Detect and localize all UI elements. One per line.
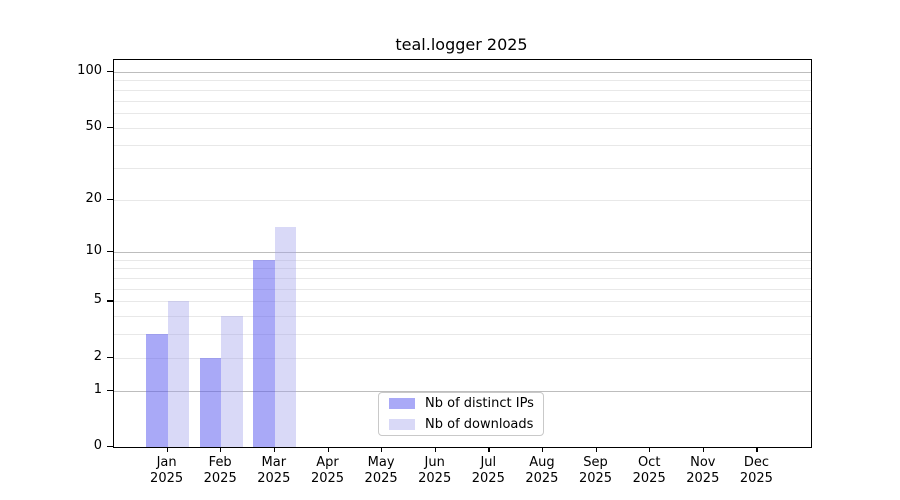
y-gridline-minor (114, 112, 811, 114)
y-tick-label: 100 (77, 63, 102, 78)
x-tick-label: Nov 2025 (686, 455, 720, 486)
y-gridline-minor (114, 80, 811, 82)
x-tick-mark (381, 447, 383, 452)
plot-area (113, 59, 812, 448)
x-tick-label: Mar 2025 (257, 455, 291, 486)
legend-label-downloads: Nb of downloads (425, 417, 534, 432)
y-tick-label: 10 (85, 243, 102, 259)
x-tick-mark (220, 447, 222, 452)
x-tick-label: Dec 2025 (739, 455, 773, 486)
y-tick-mark (107, 251, 113, 253)
x-tick-label: Jun 2025 (418, 455, 452, 486)
x-tick-label: Aug 2025 (525, 455, 559, 486)
bar-downloads (167, 301, 189, 447)
y-gridline-minor (114, 268, 811, 270)
y-tick-label: 1 (93, 381, 102, 397)
legend-item: Nb of distinct IPs (389, 395, 535, 412)
legend-swatch-downloads (389, 419, 415, 430)
x-tick-mark (327, 447, 329, 452)
x-tick-mark (488, 447, 490, 452)
y-gridline-minor (114, 100, 811, 102)
y-tick-mark (107, 356, 113, 358)
y-gridline-major (114, 72, 811, 73)
y-gridline-minor (114, 316, 811, 318)
chart-title: teal.logger 2025 (395, 35, 528, 54)
x-tick-mark (166, 447, 168, 452)
x-tick-label: Apr 2025 (310, 455, 345, 486)
bar-distinct-ips (146, 334, 168, 447)
y-gridline-minor (114, 357, 811, 359)
y-gridline-minor (114, 145, 811, 147)
x-tick-label: May 2025 (364, 455, 398, 486)
y-gridline-major (114, 390, 811, 392)
y-gridline-minor (114, 278, 811, 279)
bar-downloads (221, 316, 243, 447)
y-tick-mark (107, 300, 113, 302)
y-tick-label: 20 (85, 190, 102, 206)
x-tick-label: Feb 2025 (203, 455, 237, 486)
y-tick-mark (107, 126, 113, 128)
y-gridline-minor (114, 89, 811, 91)
bar-distinct-ips (253, 259, 275, 447)
y-tick-label: 5 (93, 292, 102, 308)
y-gridline-minor (114, 127, 811, 129)
y-tick-mark (107, 446, 113, 448)
y-tick-label: 50 (85, 118, 102, 134)
y-tick-mark (107, 198, 113, 200)
y-gridline-minor (114, 199, 811, 201)
x-tick-mark (273, 447, 276, 452)
y-gridline-minor (114, 259, 811, 261)
y-gridline-minor (114, 301, 811, 303)
x-tick-label: Sep 2025 (578, 455, 613, 486)
y-tick-mark (107, 389, 113, 391)
x-tick-mark (434, 447, 436, 452)
y-tick-label: 0 (93, 438, 102, 453)
x-tick-mark (595, 447, 597, 452)
x-tick-label: Oct 2025 (632, 455, 666, 486)
y-tick-label: 2 (93, 348, 102, 364)
bar-downloads (274, 226, 297, 447)
y-gridline-major (114, 252, 811, 254)
legend: Nb of distinct IPs Nb of downloads (378, 392, 544, 436)
bar-distinct-ips (199, 357, 222, 447)
x-tick-mark (756, 447, 758, 452)
x-tick-mark (541, 447, 544, 452)
x-tick-label: Jan 2025 (150, 455, 184, 486)
legend-swatch-distinct-ips (389, 398, 415, 409)
y-gridline-minor (114, 167, 811, 169)
x-tick-mark (649, 447, 651, 452)
y-gridline-minor (114, 288, 811, 290)
y-gridline-minor (114, 334, 811, 336)
x-tick-mark (702, 447, 705, 452)
x-tick-label: Jul 2025 (471, 455, 505, 486)
legend-label-distinct-ips: Nb of distinct IPs (425, 396, 534, 411)
y-tick-mark (107, 71, 113, 73)
legend-item: Nb of downloads (389, 416, 535, 433)
